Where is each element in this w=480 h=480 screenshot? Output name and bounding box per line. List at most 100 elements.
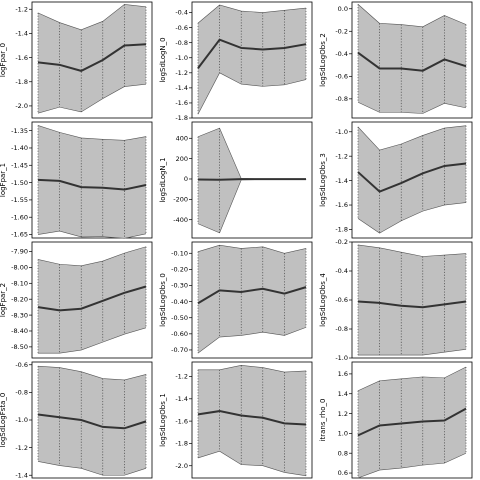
upper-bound-line	[357, 244, 467, 257]
uncertainty-band	[198, 245, 306, 354]
ytick-label: 0.6	[338, 469, 348, 477]
ytick-label: -1.4	[175, 395, 188, 403]
ytick-label: -1.65	[11, 231, 28, 239]
ytick-label: -0.6	[15, 361, 28, 369]
ytick-label: -2.0	[15, 102, 28, 110]
mean-line	[357, 407, 467, 437]
uncertainty-band	[198, 365, 306, 476]
mean-line	[197, 286, 307, 305]
y-axis-label: logSdLogObs_2	[319, 33, 327, 87]
mean-line	[197, 38, 307, 69]
ytick-label: -0.8	[175, 39, 188, 47]
ytick-label: -0.70	[171, 346, 188, 354]
ytick-label: 200	[176, 155, 188, 163]
mean-line	[357, 51, 467, 72]
subplot-logSdLogObs_0: -0.70 -0.60 -0.50 -0.40 -0.30 -0.20 -0.10 logSd…	[159, 241, 313, 359]
y-axis-label: logSdLogObs_0	[159, 273, 167, 327]
ytick-label: -1.4	[15, 471, 28, 479]
upper-bound-line	[37, 4, 147, 31]
subplot-logSdLogFsta_0: -1.4 -1.2 -1.0 -0.8 -0.6 logSdLogFsta_0	[0, 361, 153, 479]
ytick-label: -1.0	[175, 54, 188, 62]
ytick-label: -0.8	[335, 95, 348, 103]
y-axis-label: logFpar_0	[0, 43, 7, 77]
ytick-label: -0.20	[171, 266, 188, 274]
ytick-label: -0.2	[335, 27, 348, 35]
ytick-label: -1.6	[175, 99, 188, 107]
subplot-logSdLogN_1: -400 -200 0 200 400 logSdLogN_1	[159, 121, 313, 239]
ytick-label: -1.2	[335, 152, 348, 160]
y-axis-label: itrans_rho_0	[319, 399, 327, 442]
ytick-label: -0.4	[335, 50, 348, 58]
mean-line	[37, 285, 147, 312]
ytick-label: 0	[184, 175, 188, 183]
upper-bound-line	[197, 4, 307, 24]
lower-bound-line	[197, 450, 307, 477]
mean-line	[357, 300, 467, 309]
ytick-label: -1.2	[15, 5, 28, 13]
uncertainty-band	[358, 244, 466, 356]
ytick-label: -8.50	[11, 343, 28, 351]
ytick-label: -1.45	[11, 161, 28, 169]
ytick-label: -1.2	[15, 444, 28, 452]
mean-line	[197, 178, 306, 181]
ytick-label: -1.0	[335, 354, 348, 362]
ytick-label: -1.4	[335, 177, 348, 185]
upper-bound-line	[37, 125, 147, 141]
ytick-label: -1.4	[15, 30, 28, 38]
ytick-label: -400	[173, 216, 188, 224]
ytick-label: -1.0	[335, 128, 348, 136]
ytick-label: -1.60	[11, 213, 28, 221]
lower-bound-line	[197, 327, 307, 354]
upper-bound-line	[197, 244, 307, 254]
ytick-label: -0.8	[15, 389, 28, 397]
ytick-label: -1.55	[11, 196, 28, 204]
subplot-logSdLogObs_2: -0.8 -0.6 -0.4 -0.2 0.0 logSdLogObs_2	[319, 1, 473, 119]
ytick-label: -1.4	[175, 84, 188, 92]
upper-bound-line	[357, 366, 467, 392]
ytick-label: -0.6	[335, 73, 348, 81]
ytick-label: 0.8	[338, 449, 348, 457]
ytick-label: -1.2	[175, 373, 188, 381]
uncertainty-band	[38, 125, 146, 239]
ytick-label: -1.50	[11, 179, 28, 187]
ytick-label: -8.30	[11, 311, 28, 319]
y-axis-label: logSdLogObs_3	[319, 153, 327, 207]
ytick-label: -1.8	[335, 226, 348, 234]
subplot-itrans_rho_0: 0.6 0.8 1.0 1.2 1.4 1.6 itrans_rho_0	[319, 361, 473, 479]
y-axis-label: logFpar_1	[0, 163, 7, 197]
ytick-label: 1.6	[338, 370, 348, 378]
lower-bound-line	[38, 327, 147, 354]
y-axis-label: logSdLogObs_1	[159, 393, 167, 447]
y-axis-label: logSdLogObs_4	[319, 273, 327, 327]
ytick-label: -8.00	[11, 264, 28, 272]
subplot-logSdLogObs_4: -1.0 -0.8 -0.6 -0.4 -0.2 logSdLogObs_4	[319, 238, 473, 362]
ytick-label: -0.2	[335, 238, 348, 246]
ytick-label: 1.2	[338, 410, 348, 418]
uncertainty-band	[38, 366, 146, 476]
mean-line	[357, 162, 467, 193]
ytick-label: -1.6	[15, 54, 28, 62]
ytick-label: -8.40	[11, 327, 28, 335]
lower-bound-line	[357, 101, 467, 114]
ytick-label: -1.35	[11, 127, 28, 135]
y-axis-label: logFpar_2	[0, 283, 7, 317]
ytick-label: -0.50	[171, 314, 188, 322]
ytick-label: -1.2	[175, 69, 188, 77]
ytick-label: 0.0	[338, 5, 348, 13]
lower-bound-line	[197, 72, 307, 115]
subplot-logFpar_0: -2.0 -1.8 -1.6 -1.4 -1.2 logFpar_0	[0, 1, 153, 119]
ytick-label: -1.8	[15, 78, 28, 86]
subplot-logSdLogObs_3: -1.8 -1.6 -1.4 -1.2 -1.0 logSdLogObs_3	[319, 121, 473, 239]
ytick-label: -1.6	[175, 417, 188, 425]
mean-line	[37, 43, 147, 72]
lower-bound-line	[37, 230, 147, 239]
subplot-logFpar_1: -1.65 -1.60 -1.55 -1.50 -1.45 -1.40 -1.35 logFp…	[0, 121, 153, 239]
ytick-label: -0.6	[175, 24, 188, 32]
uncertainty-band	[198, 128, 306, 233]
ytick-label: -0.4	[175, 9, 188, 17]
mean-line	[37, 178, 147, 191]
lower-bound-line	[358, 349, 467, 356]
subplot-logSdLogObs_1: -2.0 -1.8 -1.6 -1.4 -1.2 logSdLogObs_1	[159, 361, 313, 479]
ytick-label: 1.4	[338, 390, 348, 398]
